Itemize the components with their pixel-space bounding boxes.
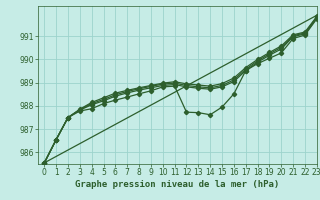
X-axis label: Graphe pression niveau de la mer (hPa): Graphe pression niveau de la mer (hPa) — [76, 180, 280, 189]
